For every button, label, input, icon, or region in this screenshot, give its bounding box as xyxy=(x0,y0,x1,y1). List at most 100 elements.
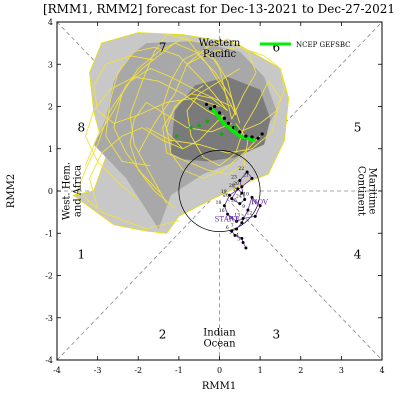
x-tick-label: 2 xyxy=(298,366,303,375)
unit-circle xyxy=(178,150,261,232)
observed-path-point xyxy=(241,241,245,245)
y-tick-label: -1 xyxy=(45,229,53,238)
ensemble-member-line xyxy=(113,38,233,196)
x-tick-label: 4 xyxy=(379,366,384,375)
phase-label: 3 xyxy=(273,328,281,342)
observed-date-label: 10 xyxy=(243,191,249,197)
ensemble-member-line xyxy=(105,46,228,167)
region-label-line: Western xyxy=(199,38,241,49)
observed-date-label: 3 xyxy=(237,237,240,243)
ensemble-member-line xyxy=(129,34,237,204)
observed-path-point xyxy=(240,191,244,195)
observed-date-label: 24 xyxy=(236,193,242,199)
y-tick-label: -4 xyxy=(45,356,53,365)
phase-label: 2 xyxy=(159,328,167,342)
observed-date-label: 19 xyxy=(221,189,227,195)
y-tick-label: -3 xyxy=(45,314,53,323)
observed-path-point xyxy=(250,195,254,199)
y-tick-label: 3 xyxy=(48,60,53,69)
region-label-line: Indian xyxy=(203,327,236,338)
ensemble-mean-point xyxy=(238,130,242,134)
observed-date-label: 25 xyxy=(231,198,237,204)
observed-path-point xyxy=(233,233,237,237)
ensemble-member-line xyxy=(162,85,249,175)
annotation-label: NOV xyxy=(251,199,269,207)
x-tick-label: 3 xyxy=(339,366,344,375)
observed-date-label: 23 xyxy=(231,174,237,180)
observed-path-point xyxy=(258,204,262,208)
phase-label: 5 xyxy=(354,121,362,135)
ensemble-green-point xyxy=(197,123,201,128)
observed-path-point xyxy=(240,221,244,225)
region-label: West. Hem. and Africa xyxy=(62,162,84,220)
observed-date-label: 9 xyxy=(242,204,245,210)
ensemble-member-line xyxy=(186,46,285,133)
observed-date-label: 18 xyxy=(216,200,222,206)
region-label-line: Continent xyxy=(355,166,366,216)
ensemble-members xyxy=(76,34,285,230)
observed-path-point xyxy=(228,193,232,197)
ensemble-mean-point xyxy=(244,134,248,138)
x-tick-label: -2 xyxy=(134,366,142,375)
region-label-line: Pacific xyxy=(203,49,237,60)
observed-path-point xyxy=(245,170,249,174)
ensemble-mean-point xyxy=(256,136,260,140)
y-axis-label: RMM2 xyxy=(6,174,17,208)
observed-date-label: 12 xyxy=(247,210,253,216)
ensemble-mean-point xyxy=(222,116,226,120)
observed-path-point xyxy=(226,212,230,216)
y-tick-label: 2 xyxy=(48,103,53,112)
phase-label: 1 xyxy=(78,247,86,261)
ensemble-mean-point xyxy=(226,121,231,125)
observed-date-label: 8 xyxy=(236,217,239,223)
observed-date-label: 26 xyxy=(223,193,229,199)
ensemble-mean-point xyxy=(250,135,254,139)
ensemble-green-point xyxy=(175,134,179,138)
observed-path-point xyxy=(222,204,226,208)
y-tick-label: 1 xyxy=(48,145,53,154)
region-label-line: and Africa xyxy=(73,165,84,217)
observed-path-point xyxy=(230,197,234,201)
x-tick-label: 1 xyxy=(258,366,263,375)
ensemble-mean-point xyxy=(204,102,209,106)
region-label-line: Ocean xyxy=(203,338,236,349)
observed-date-label: 13 xyxy=(234,212,240,218)
chart-title: [RMM1, RMM2] forecast for Dec-13-2021 to… xyxy=(43,2,395,16)
phase-label: 4 xyxy=(354,247,362,261)
x-tick-label: -4 xyxy=(53,366,61,375)
observed-date-label: 29 xyxy=(233,187,239,193)
observed-date-label: 20 xyxy=(233,181,239,187)
x-tick-label: 0 xyxy=(217,366,222,375)
observed-date-label: 14 xyxy=(228,215,234,221)
legend-label: NCEP GEFSBC xyxy=(296,41,351,49)
ensemble-green-point xyxy=(189,125,193,130)
observed-date-label: 16 xyxy=(219,208,225,214)
ensemble-member-line xyxy=(84,76,224,200)
ensemble-mean-point xyxy=(217,111,222,115)
ensemble-mean-point xyxy=(213,104,217,109)
phase-label: 7 xyxy=(159,40,167,54)
region-label-line: West. Hem. xyxy=(62,162,73,220)
observed-date-label: 11 xyxy=(251,200,257,206)
observed-path-point xyxy=(235,227,239,231)
observed-date-label: 22 xyxy=(238,166,244,172)
x-tick-label: -1 xyxy=(175,366,183,375)
observed-date-label: 7 xyxy=(231,223,234,229)
ensemble-green-point xyxy=(205,119,210,124)
y-tick-label: 4 xyxy=(48,18,53,27)
ensemble-mean-point xyxy=(208,107,213,111)
observed-path-point xyxy=(240,236,244,240)
y-tick-label: 0 xyxy=(48,187,53,196)
ensemble-member-line xyxy=(146,80,281,154)
ensemble-member-line xyxy=(76,67,232,230)
ensemble-member-line xyxy=(89,114,224,209)
y-tick-label: -2 xyxy=(45,272,53,281)
